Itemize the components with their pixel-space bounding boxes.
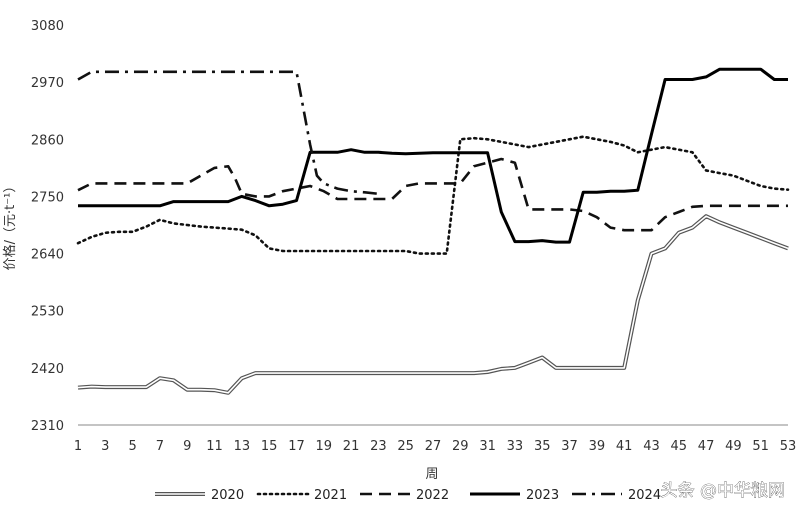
chart-legend: 2020 2021 2022 2023 2024 xyxy=(155,488,661,503)
y-tick-label: 2860 xyxy=(31,133,64,148)
x-tick-label: 27 xyxy=(425,439,442,454)
legend-label-2020: 2020 xyxy=(211,488,244,503)
x-tick-label: 1 xyxy=(74,439,82,454)
x-tick-label: 5 xyxy=(128,439,136,454)
x-tick-label: 13 xyxy=(234,439,251,454)
x-tick-label: 37 xyxy=(561,439,578,454)
x-tick-label: 31 xyxy=(479,439,496,454)
series-line-2023 xyxy=(78,67,788,244)
x-tick-label: 53 xyxy=(780,439,797,454)
series-line-2021 xyxy=(76,135,790,255)
y-tick-label: 2970 xyxy=(31,76,64,91)
series-line-2020 xyxy=(77,214,789,395)
x-tick-label: 19 xyxy=(315,439,332,454)
x-tick-label: 33 xyxy=(507,439,524,454)
x-tick-label: 43 xyxy=(643,439,660,454)
y-tick-label: 2640 xyxy=(31,248,64,263)
legend-label-2021: 2021 xyxy=(314,488,347,503)
x-tick-label: 9 xyxy=(183,439,191,454)
y-tick-label: 2310 xyxy=(31,419,64,434)
x-tick-label: 25 xyxy=(397,439,414,454)
x-tick-label: 51 xyxy=(752,439,769,454)
series-line-2022 xyxy=(77,157,788,232)
x-tick-label: 21 xyxy=(343,439,360,454)
series-line-2024 xyxy=(77,70,379,196)
x-axis-label: 周 xyxy=(425,467,438,482)
y-axis-label: 价格/（元·t⁻¹） xyxy=(2,180,18,271)
legend-label-2023: 2023 xyxy=(526,488,559,503)
x-tick-label: 15 xyxy=(261,439,278,454)
y-tick-label: 2530 xyxy=(31,305,64,320)
legend-label-2024: 2024 xyxy=(628,488,661,503)
y-tick-label: 3080 xyxy=(31,19,64,34)
x-tick-label: 11 xyxy=(206,439,223,454)
series-line-2020-inner xyxy=(77,215,789,394)
chart-series xyxy=(76,67,790,395)
y-tick-label: 2750 xyxy=(31,190,64,205)
y-tick-label: 2420 xyxy=(31,362,64,377)
x-tick-label: 7 xyxy=(156,439,164,454)
x-tick-label: 45 xyxy=(670,439,687,454)
x-tick-label: 39 xyxy=(589,439,606,454)
x-tick-label: 29 xyxy=(452,439,469,454)
x-tick-label: 3 xyxy=(101,439,109,454)
x-tick-label: 49 xyxy=(725,439,742,454)
legend-label-2022: 2022 xyxy=(416,488,449,503)
x-tick-label: 35 xyxy=(534,439,551,454)
watermark-text: 头条 @中华粮网 xyxy=(661,481,785,501)
x-tick-label: 17 xyxy=(288,439,305,454)
x-tick-label: 23 xyxy=(370,439,387,454)
x-tick-label: 47 xyxy=(698,439,715,454)
x-tick-label: 41 xyxy=(616,439,633,454)
watermark: 头条 @中华粮网 xyxy=(660,481,785,502)
